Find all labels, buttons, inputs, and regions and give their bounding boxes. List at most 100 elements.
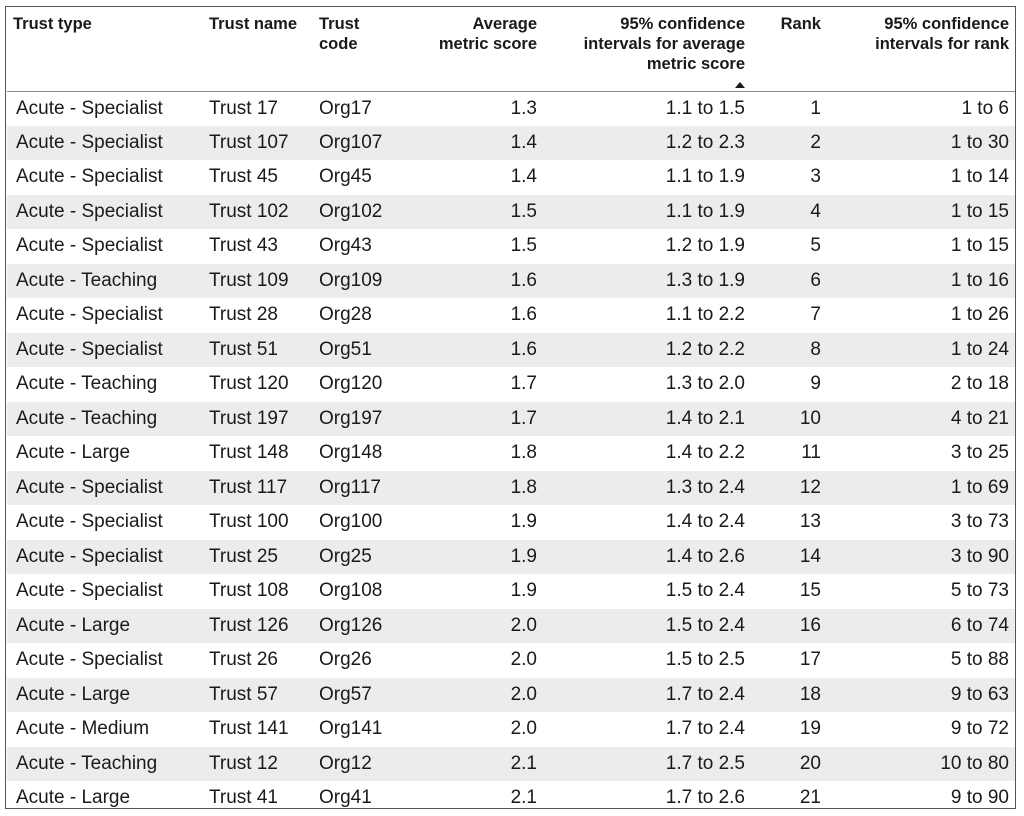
- cell-ci-average-metric-score: 1.2 to 2.3: [543, 125, 751, 160]
- cell-trust-type: Acute - Specialist: [7, 298, 203, 333]
- cell-trust-code: Org126: [313, 608, 411, 643]
- cell-trust-type: Acute - Large: [7, 677, 203, 712]
- cell-rank: 17: [751, 643, 835, 678]
- cell-ci-rank: 1 to 30: [835, 125, 1015, 160]
- cell-trust-name: Trust 43: [203, 229, 313, 264]
- column-header-ci-rank[interactable]: 95% confidence intervals for rank: [835, 7, 1015, 92]
- cell-average-metric-score: 1.8: [411, 436, 543, 471]
- trust-ranking-table: Trust type Trust name Trust code Average…: [7, 7, 1015, 808]
- cell-trust-type: Acute - Specialist: [7, 125, 203, 160]
- table-row[interactable]: Acute - Specialist Trust 107 Org107 1.4 1.2 …: [7, 125, 1015, 160]
- cell-rank: 18: [751, 677, 835, 712]
- cell-trust-name: Trust 28: [203, 298, 313, 333]
- cell-rank: 16: [751, 608, 835, 643]
- cell-rank: 4: [751, 194, 835, 229]
- cell-ci-rank: 1 to 16: [835, 263, 1015, 298]
- table-row[interactable]: Acute - Specialist Trust 26 Org26 2.0 1.5 to…: [7, 643, 1015, 678]
- cell-average-metric-score: 1.4: [411, 125, 543, 160]
- cell-ci-average-metric-score: 1.4 to 2.4: [543, 505, 751, 540]
- table-row[interactable]: Acute - Specialist Trust 25 Org25 1.9 1.4 to…: [7, 539, 1015, 574]
- cell-trust-code: Org102: [313, 194, 411, 229]
- cell-trust-type: Acute - Teaching: [7, 367, 203, 402]
- header-row: Trust type Trust name Trust code Average…: [7, 7, 1015, 92]
- cell-trust-type: Acute - Specialist: [7, 91, 203, 126]
- cell-average-metric-score: 2.0: [411, 712, 543, 747]
- cell-average-metric-score: 1.6: [411, 263, 543, 298]
- table-row[interactable]: Acute - Teaching Trust 120 Org120 1.7 1.3 to…: [7, 367, 1015, 402]
- cell-ci-average-metric-score: 1.4 to 2.2: [543, 436, 751, 471]
- cell-average-metric-score: 1.5: [411, 194, 543, 229]
- table-body: Acute - Specialist Trust 17 Org17 1.3 1.1 to…: [7, 91, 1015, 808]
- table-row[interactable]: Acute - Specialist Trust 117 Org117 1.8 1.3 …: [7, 470, 1015, 505]
- cell-ci-rank: 1 to 15: [835, 229, 1015, 264]
- cell-ci-rank: 1 to 15: [835, 194, 1015, 229]
- table-row[interactable]: Acute - Specialist Trust 100 Org100 1.9 1.4 …: [7, 505, 1015, 540]
- cell-rank: 3: [751, 160, 835, 195]
- cell-trust-type: Acute - Specialist: [7, 194, 203, 229]
- cell-average-metric-score: 2.0: [411, 608, 543, 643]
- cell-rank: 20: [751, 746, 835, 781]
- cell-trust-code: Org26: [313, 643, 411, 678]
- table-row[interactable]: Acute - Large Trust 57 Org57 2.0 1.7 to 2.4 1…: [7, 677, 1015, 712]
- cell-average-metric-score: 1.9: [411, 539, 543, 574]
- cell-trust-type: Acute - Large: [7, 608, 203, 643]
- table-row[interactable]: Acute - Large Trust 41 Org41 2.1 1.7 to 2.6 2…: [7, 781, 1015, 808]
- table-row[interactable]: Acute - Specialist Trust 108 Org108 1.9 1.5 …: [7, 574, 1015, 609]
- cell-trust-code: Org25: [313, 539, 411, 574]
- table-row[interactable]: Acute - Large Trust 148 Org148 1.8 1.4 to 2.…: [7, 436, 1015, 471]
- cell-trust-name: Trust 109: [203, 263, 313, 298]
- cell-trust-type: Acute - Specialist: [7, 505, 203, 540]
- cell-trust-code: Org41: [313, 781, 411, 808]
- cell-average-metric-score: 2.1: [411, 781, 543, 808]
- cell-trust-name: Trust 41: [203, 781, 313, 808]
- cell-ci-rank: 9 to 72: [835, 712, 1015, 747]
- cell-ci-rank: 5 to 73: [835, 574, 1015, 609]
- cell-ci-rank: 2 to 18: [835, 367, 1015, 402]
- cell-trust-name: Trust 108: [203, 574, 313, 609]
- table-row[interactable]: Acute - Teaching Trust 109 Org109 1.6 1.3 to…: [7, 263, 1015, 298]
- table-row[interactable]: Acute - Specialist Trust 51 Org51 1.6 1.2 to…: [7, 332, 1015, 367]
- cell-average-metric-score: 1.3: [411, 91, 543, 126]
- cell-trust-code: Org43: [313, 229, 411, 264]
- column-header-ci-average-metric-score[interactable]: 95% confidence intervals for average met…: [543, 7, 751, 92]
- column-header-rank[interactable]: Rank: [751, 7, 835, 92]
- sort-ascending-icon[interactable]: [735, 81, 745, 88]
- column-header-trust-type[interactable]: Trust type: [7, 7, 203, 92]
- cell-ci-rank: 3 to 25: [835, 436, 1015, 471]
- cell-rank: 11: [751, 436, 835, 471]
- column-header-average-metric-score[interactable]: Average metric score: [411, 7, 543, 92]
- column-header-trust-code[interactable]: Trust code: [313, 7, 411, 92]
- column-header-trust-name[interactable]: Trust name: [203, 7, 313, 92]
- table-row[interactable]: Acute - Large Trust 126 Org126 2.0 1.5 to 2.…: [7, 608, 1015, 643]
- cell-trust-code: Org109: [313, 263, 411, 298]
- cell-ci-rank: 4 to 21: [835, 401, 1015, 436]
- cell-ci-average-metric-score: 1.4 to 2.6: [543, 539, 751, 574]
- cell-average-metric-score: 2.1: [411, 746, 543, 781]
- table-row[interactable]: Acute - Specialist Trust 45 Org45 1.4 1.1 to…: [7, 160, 1015, 195]
- table-row[interactable]: Acute - Teaching Trust 12 Org12 2.1 1.7 to 2…: [7, 746, 1015, 781]
- cell-trust-name: Trust 17: [203, 91, 313, 126]
- table-row[interactable]: Acute - Teaching Trust 197 Org197 1.7 1.4 to…: [7, 401, 1015, 436]
- cell-ci-average-metric-score: 1.7 to 2.6: [543, 781, 751, 808]
- data-table-panel: Trust type Trust name Trust code Average…: [5, 6, 1016, 809]
- cell-average-metric-score: 1.4: [411, 160, 543, 195]
- cell-ci-rank: 9 to 63: [835, 677, 1015, 712]
- cell-trust-name: Trust 12: [203, 746, 313, 781]
- table-row[interactable]: Acute - Specialist Trust 28 Org28 1.6 1.1 to…: [7, 298, 1015, 333]
- cell-trust-type: Acute - Large: [7, 781, 203, 808]
- cell-average-metric-score: 1.6: [411, 332, 543, 367]
- cell-ci-average-metric-score: 1.7 to 2.5: [543, 746, 751, 781]
- cell-ci-average-metric-score: 1.5 to 2.5: [543, 643, 751, 678]
- table-row[interactable]: Acute - Medium Trust 141 Org141 2.0 1.7 to 2…: [7, 712, 1015, 747]
- table-row[interactable]: Acute - Specialist Trust 102 Org102 1.5 1.1 …: [7, 194, 1015, 229]
- table-row[interactable]: Acute - Specialist Trust 17 Org17 1.3 1.1 to…: [7, 91, 1015, 126]
- cell-trust-type: Acute - Specialist: [7, 470, 203, 505]
- cell-trust-code: Org107: [313, 125, 411, 160]
- cell-trust-name: Trust 100: [203, 505, 313, 540]
- cell-ci-average-metric-score: 1.1 to 1.5: [543, 91, 751, 126]
- table-row[interactable]: Acute - Specialist Trust 43 Org43 1.5 1.2 to…: [7, 229, 1015, 264]
- cell-rank: 13: [751, 505, 835, 540]
- cell-rank: 2: [751, 125, 835, 160]
- cell-trust-code: Org100: [313, 505, 411, 540]
- cell-trust-name: Trust 57: [203, 677, 313, 712]
